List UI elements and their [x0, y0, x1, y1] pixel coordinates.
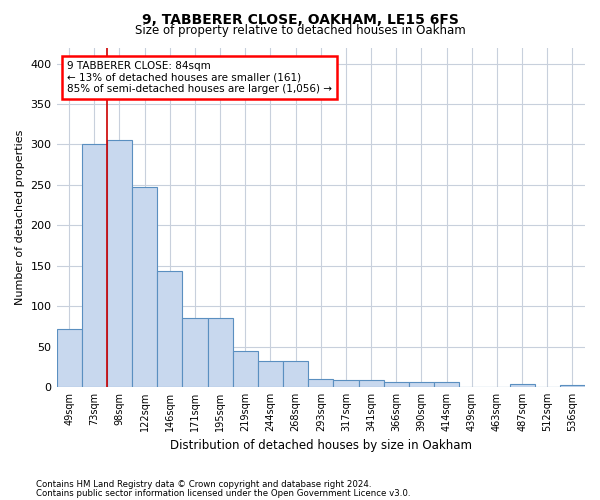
- Bar: [157, 270, 182, 387]
- Bar: [409, 382, 434, 387]
- Bar: [359, 380, 383, 387]
- Bar: [182, 318, 208, 387]
- Bar: [383, 382, 409, 387]
- Bar: [308, 379, 334, 387]
- Y-axis label: Number of detached properties: Number of detached properties: [15, 130, 25, 305]
- Bar: [334, 380, 359, 387]
- Text: 9 TABBERER CLOSE: 84sqm
← 13% of detached houses are smaller (161)
85% of semi-d: 9 TABBERER CLOSE: 84sqm ← 13% of detache…: [67, 61, 332, 94]
- Bar: [434, 382, 459, 387]
- Bar: [258, 361, 283, 387]
- Bar: [132, 186, 157, 387]
- Text: Contains public sector information licensed under the Open Government Licence v3: Contains public sector information licen…: [36, 489, 410, 498]
- Bar: [233, 352, 258, 387]
- Bar: [107, 140, 132, 387]
- Text: Size of property relative to detached houses in Oakham: Size of property relative to detached ho…: [134, 24, 466, 37]
- Bar: [560, 384, 585, 387]
- Bar: [283, 361, 308, 387]
- Bar: [509, 384, 535, 387]
- Bar: [82, 144, 107, 387]
- Bar: [56, 328, 82, 387]
- Bar: [208, 318, 233, 387]
- X-axis label: Distribution of detached houses by size in Oakham: Distribution of detached houses by size …: [170, 440, 472, 452]
- Text: 9, TABBERER CLOSE, OAKHAM, LE15 6FS: 9, TABBERER CLOSE, OAKHAM, LE15 6FS: [142, 12, 458, 26]
- Text: Contains HM Land Registry data © Crown copyright and database right 2024.: Contains HM Land Registry data © Crown c…: [36, 480, 371, 489]
